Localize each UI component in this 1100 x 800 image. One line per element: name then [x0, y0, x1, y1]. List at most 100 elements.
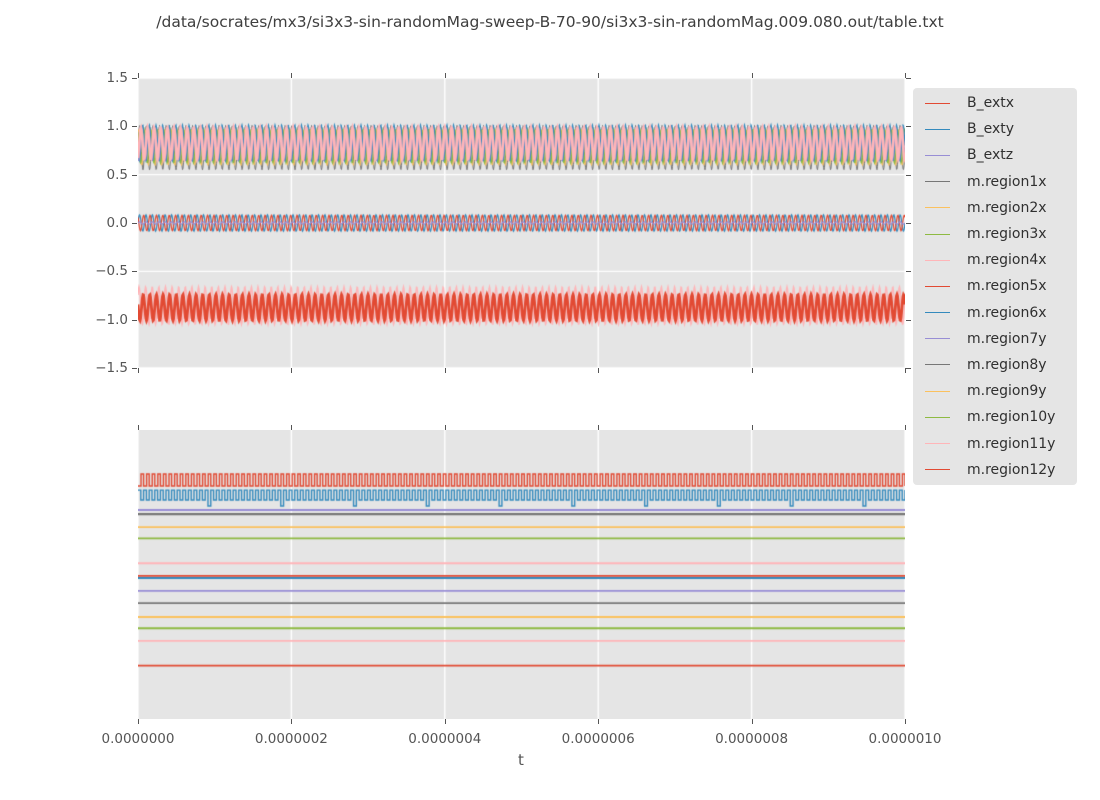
tick-mark [905, 73, 906, 78]
tick-mark [906, 78, 911, 79]
x-tick-label: 0.0000000 [101, 731, 175, 747]
tick-mark [138, 73, 139, 78]
legend-item-label: m.region2x [967, 199, 1047, 216]
top-subplot [138, 78, 905, 368]
legend-item-label: m.region12y [967, 461, 1056, 478]
tick-mark [906, 126, 911, 128]
legend-item-label: m.region1x [967, 173, 1047, 190]
legend-item: m.region3x [913, 226, 1077, 242]
x-tick-label: 0.0000008 [715, 731, 789, 747]
tick-mark [291, 719, 293, 724]
legend-item: m.region10y [913, 409, 1077, 425]
top-subplot-canvas [138, 78, 905, 368]
x-tick-label: 0.0000004 [408, 731, 482, 747]
tick-mark [905, 425, 906, 430]
legend-item-label: m.region3x [967, 226, 1047, 243]
x-tick-label: 0.0000002 [254, 731, 328, 747]
tick-mark [598, 719, 600, 724]
legend-item: m.region4x [913, 252, 1077, 268]
legend-item-label: m.region10y [967, 409, 1056, 426]
legend-item: m.region2x [913, 200, 1077, 216]
legend-item: m.region5x [913, 278, 1077, 294]
legend-line-sample [925, 469, 950, 471]
tick-mark [906, 174, 911, 176]
legend-item-label: m.region9y [967, 383, 1047, 400]
tick-mark [751, 73, 753, 78]
tick-mark [906, 223, 911, 224]
tick-mark [138, 425, 139, 430]
legend-item-label: B_extz [967, 147, 1014, 164]
legend-item-label: B_exty [967, 121, 1015, 138]
legend-line-sample [925, 181, 950, 183]
legend-item-label: m.region4x [967, 252, 1047, 269]
legend-item-label: m.region8y [967, 356, 1047, 373]
legend-item-label: m.region6x [967, 304, 1047, 321]
legend-item: m.region11y [913, 436, 1077, 452]
tick-mark [132, 126, 137, 128]
tick-mark [905, 368, 906, 373]
tick-mark [132, 271, 137, 273]
tick-mark [751, 368, 753, 373]
tick-mark [132, 174, 137, 176]
legend-line-sample [925, 390, 950, 392]
legend-line-sample [925, 285, 950, 287]
legend-item-label: m.region7y [967, 330, 1047, 347]
tick-mark [444, 73, 446, 78]
legend-line-sample [925, 128, 950, 130]
legend-line-sample [925, 416, 950, 418]
tick-mark [291, 368, 293, 373]
y-tick-label: 1.5 [106, 70, 128, 86]
legend-line-sample [925, 312, 950, 314]
tick-mark [444, 368, 446, 373]
tick-mark [598, 73, 600, 78]
tick-mark [751, 719, 753, 724]
tick-mark [291, 73, 293, 78]
tick-mark [444, 719, 446, 724]
legend-line-sample [925, 102, 950, 104]
bottom-subplot-canvas [138, 430, 905, 719]
tick-mark [132, 223, 137, 224]
tick-mark [906, 368, 911, 369]
legend-item: m.region12y [913, 462, 1077, 478]
legend-item: m.region6x [913, 305, 1077, 321]
tick-mark [906, 271, 911, 273]
legend-item-label: m.region11y [967, 435, 1056, 452]
legend-line-sample [925, 207, 950, 209]
legend-line-sample [925, 154, 950, 156]
tick-mark [751, 425, 753, 430]
legend-line-sample [925, 259, 950, 261]
x-tick-label: 0.0000010 [868, 731, 942, 747]
x-tick-label: 0.0000006 [561, 731, 635, 747]
legend-item: m.region8y [913, 357, 1077, 373]
tick-mark [132, 368, 137, 369]
tick-mark [905, 719, 906, 724]
legend-line-sample [925, 233, 950, 235]
tick-mark [132, 319, 137, 321]
legend-item: B_exty [913, 121, 1077, 137]
y-tick-label: 1.0 [106, 118, 128, 135]
tick-mark [906, 319, 911, 321]
legend-item-label: B_extx [967, 95, 1015, 112]
legend-line-sample [925, 364, 950, 366]
legend-item: B_extz [913, 147, 1077, 163]
tick-mark [138, 368, 139, 373]
tick-mark [291, 425, 293, 430]
tick-mark [598, 368, 600, 373]
y-tick-label: −1.0 [95, 311, 128, 328]
legend-item: m.region9y [913, 383, 1077, 399]
bottom-subplot [138, 430, 905, 719]
legend-line-sample [925, 338, 950, 340]
legend-item: B_extx [913, 95, 1077, 111]
legend-item-label: m.region5x [967, 278, 1047, 295]
y-tick-label: 0.0 [106, 215, 128, 231]
tick-mark [598, 425, 600, 430]
tick-mark [138, 719, 139, 724]
y-tick-label: 0.5 [106, 166, 128, 183]
tick-mark [132, 78, 137, 79]
figure-title: /data/socrates/mx3/si3x3-sin-randomMag-s… [156, 13, 944, 31]
legend: B_extx B_exty B_extz m.region1x m.region2x m.… [913, 88, 1077, 485]
y-tick-label: −0.5 [95, 263, 128, 280]
legend-item: m.region7y [913, 331, 1077, 347]
tick-mark [444, 425, 446, 430]
